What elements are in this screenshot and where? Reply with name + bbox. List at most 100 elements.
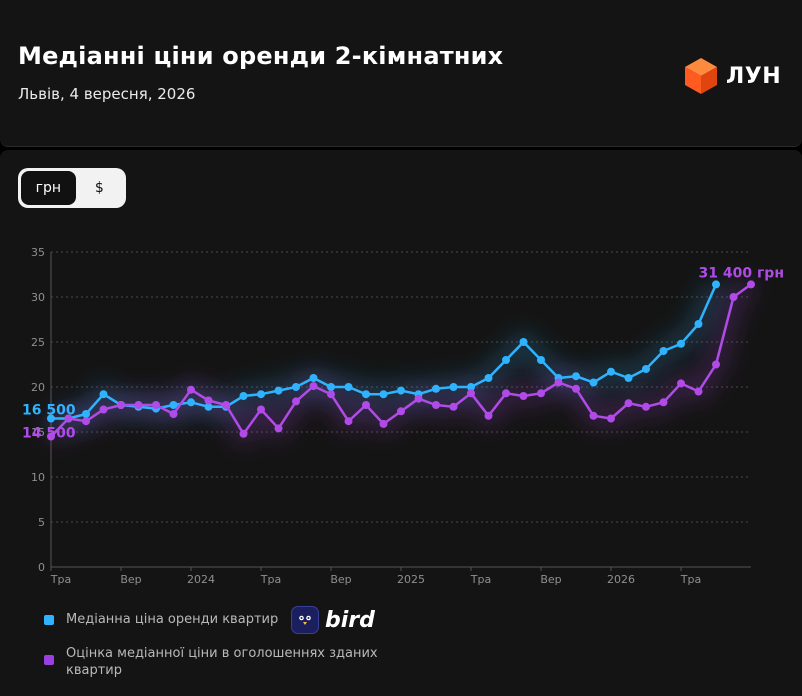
x-tick-label: 2026 bbox=[607, 573, 635, 586]
x-tick-label: Тра bbox=[470, 573, 491, 586]
data-point bbox=[572, 372, 580, 381]
data-point bbox=[607, 414, 615, 423]
data-point bbox=[379, 419, 388, 428]
header-card: Медіанні ціни оренди 2-кімнатних Львів, … bbox=[0, 0, 802, 147]
legend-label-median: Медіанна ціна оренди квартир bbox=[66, 612, 279, 627]
y-tick-label: 0 bbox=[38, 561, 45, 574]
data-point bbox=[47, 414, 55, 423]
data-point bbox=[344, 383, 353, 391]
series-end-label: 31 400 грн bbox=[699, 265, 784, 281]
page-subtitle: Львів, 4 вересня, 2026 bbox=[18, 85, 196, 103]
data-point bbox=[204, 396, 213, 405]
currency-toggle[interactable]: грн $ bbox=[18, 168, 126, 208]
legend-item-estimate: Оцінка медіанної ціни в оголошеннях здан… bbox=[44, 645, 404, 679]
data-point bbox=[327, 390, 335, 399]
data-point bbox=[82, 417, 90, 426]
data-point bbox=[467, 383, 475, 391]
data-point bbox=[642, 365, 650, 373]
data-point bbox=[292, 383, 300, 391]
partner-name: bird bbox=[325, 607, 375, 633]
y-tick-label: 5 bbox=[38, 516, 45, 529]
data-point bbox=[187, 398, 195, 407]
data-point bbox=[502, 356, 510, 364]
data-point bbox=[327, 383, 335, 391]
data-point bbox=[432, 384, 440, 393]
data-point bbox=[572, 384, 580, 393]
data-point bbox=[169, 410, 178, 418]
data-point bbox=[484, 374, 493, 382]
brand-logo[interactable]: ЛУН bbox=[684, 56, 794, 96]
x-tick-label: Тра bbox=[680, 573, 701, 586]
data-point bbox=[414, 394, 423, 403]
data-point bbox=[187, 385, 195, 394]
series-start-label: 16 500 bbox=[22, 403, 76, 419]
data-point bbox=[712, 280, 720, 289]
data-point bbox=[397, 407, 405, 416]
data-point bbox=[449, 383, 458, 391]
data-point bbox=[624, 374, 633, 382]
data-point bbox=[362, 390, 370, 399]
data-point bbox=[642, 402, 650, 411]
chart-series bbox=[47, 280, 755, 441]
y-tick-label: 25 bbox=[31, 336, 45, 349]
x-tick-label: Тра bbox=[260, 573, 281, 586]
data-point bbox=[677, 339, 685, 348]
data-point bbox=[292, 397, 300, 406]
currency-option-usd[interactable]: $ bbox=[76, 171, 123, 205]
bird-logo-icon bbox=[291, 606, 319, 634]
data-point bbox=[204, 402, 213, 411]
legend-item-median: Медіанна ціна оренди квартир bbox=[44, 612, 278, 627]
data-point bbox=[257, 390, 265, 399]
data-point bbox=[484, 411, 493, 420]
data-point bbox=[554, 378, 563, 387]
data-point bbox=[677, 379, 685, 388]
data-point bbox=[519, 338, 528, 346]
data-point bbox=[694, 320, 703, 328]
data-point bbox=[82, 410, 90, 418]
data-point bbox=[607, 367, 615, 376]
cube-logo-icon bbox=[685, 58, 717, 94]
y-tick-label: 30 bbox=[31, 291, 45, 304]
brand-name: ЛУН bbox=[726, 63, 782, 89]
data-point bbox=[519, 392, 528, 400]
y-tick-label: 15 bbox=[31, 426, 45, 439]
data-point bbox=[624, 399, 633, 408]
data-point bbox=[467, 389, 475, 398]
legend-swatch-estimate bbox=[44, 655, 54, 665]
data-point bbox=[449, 402, 458, 411]
data-point bbox=[117, 401, 125, 409]
x-tick-label: Вер bbox=[330, 573, 351, 586]
legend-swatch-median bbox=[44, 615, 54, 625]
data-point bbox=[379, 390, 388, 399]
data-point bbox=[222, 401, 230, 409]
chart-card: грн $ bbox=[0, 150, 802, 696]
data-point bbox=[729, 293, 738, 301]
data-point bbox=[537, 389, 545, 398]
x-tick-label: Вер bbox=[540, 573, 561, 586]
data-point bbox=[659, 347, 668, 355]
data-point bbox=[257, 405, 265, 414]
data-point bbox=[502, 389, 510, 398]
y-tick-label: 20 bbox=[31, 381, 45, 394]
x-tick-label: Тра bbox=[50, 573, 71, 586]
data-point bbox=[747, 280, 755, 289]
data-point bbox=[309, 374, 318, 382]
data-point bbox=[64, 414, 73, 423]
data-point bbox=[239, 429, 248, 438]
data-point bbox=[134, 401, 143, 409]
data-point bbox=[239, 392, 248, 400]
data-point bbox=[309, 382, 318, 391]
data-point bbox=[694, 387, 703, 396]
data-point bbox=[344, 417, 353, 426]
data-point bbox=[589, 411, 598, 420]
data-point bbox=[152, 401, 160, 409]
partner-logo[interactable]: bird bbox=[291, 605, 375, 635]
data-point bbox=[537, 356, 545, 364]
currency-option-uah[interactable]: грн bbox=[21, 171, 76, 205]
data-point bbox=[99, 390, 108, 399]
data-point bbox=[397, 386, 405, 395]
x-tick-label: Вер bbox=[120, 573, 141, 586]
data-point bbox=[589, 378, 598, 387]
legend-label-estimate: Оцінка медіанної ціни в оголошеннях здан… bbox=[66, 646, 378, 678]
